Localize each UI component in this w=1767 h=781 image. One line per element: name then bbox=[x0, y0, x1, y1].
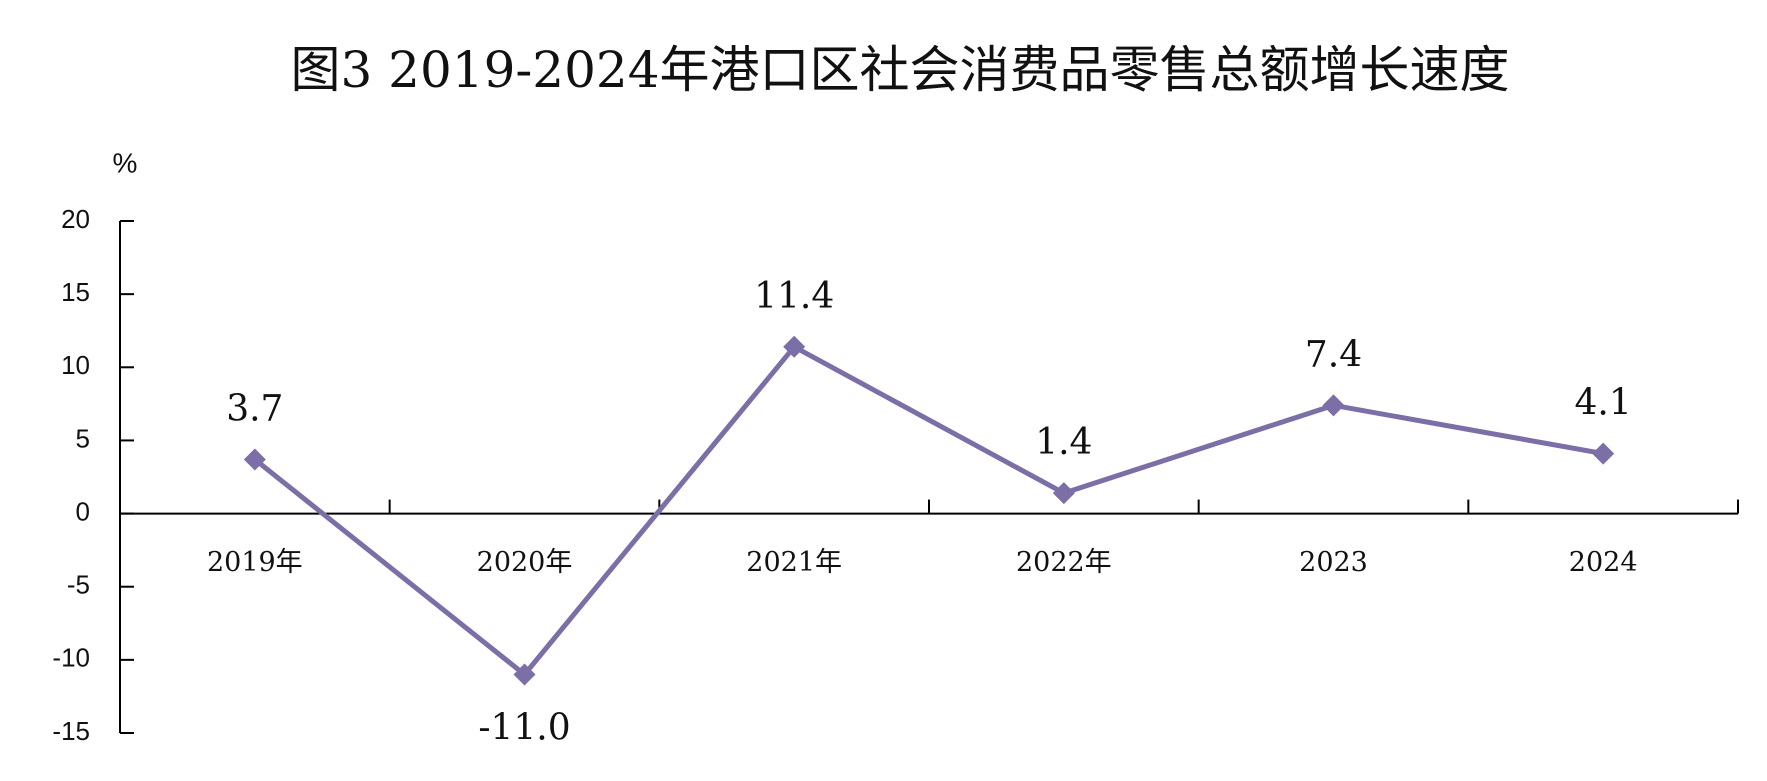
y-tick-label: 10 bbox=[61, 350, 90, 380]
x-tick-label: 2024 bbox=[1569, 547, 1638, 578]
y-tick-label: 15 bbox=[61, 277, 90, 307]
y-axis-label: % bbox=[113, 147, 138, 178]
marker bbox=[1592, 442, 1615, 465]
x-tick-label: 2019年 bbox=[207, 547, 303, 578]
data-label: 4.1 bbox=[1575, 383, 1632, 424]
y-tick-label: 0 bbox=[76, 496, 90, 526]
marker bbox=[1052, 482, 1075, 505]
line bbox=[253, 344, 1604, 677]
y-tick-label: -10 bbox=[52, 643, 90, 673]
marker bbox=[783, 335, 806, 358]
marker bbox=[513, 663, 536, 686]
x-tick-label: 2022年 bbox=[1016, 547, 1112, 578]
data-label: 11.4 bbox=[754, 276, 834, 317]
y-tick-label: 5 bbox=[76, 423, 90, 453]
data-label: 1.4 bbox=[1035, 422, 1092, 463]
data-label: 7.4 bbox=[1305, 334, 1362, 375]
data-label: 3.7 bbox=[226, 388, 283, 429]
y-tick-label: -15 bbox=[52, 716, 90, 746]
data-label: -11.0 bbox=[478, 707, 570, 748]
x-tick-label: 2021年 bbox=[746, 547, 842, 578]
x-tick-label: 2020年 bbox=[477, 547, 573, 578]
y-tick-label: -5 bbox=[67, 570, 90, 600]
marker bbox=[1322, 394, 1345, 417]
x-tick-label: 2023 bbox=[1299, 547, 1368, 578]
marker bbox=[243, 448, 266, 471]
y-tick-label: 20 bbox=[61, 204, 90, 234]
chart-title: 图3 2019-2024年港口区社会消费品零售总额增长速度 bbox=[290, 41, 1509, 99]
